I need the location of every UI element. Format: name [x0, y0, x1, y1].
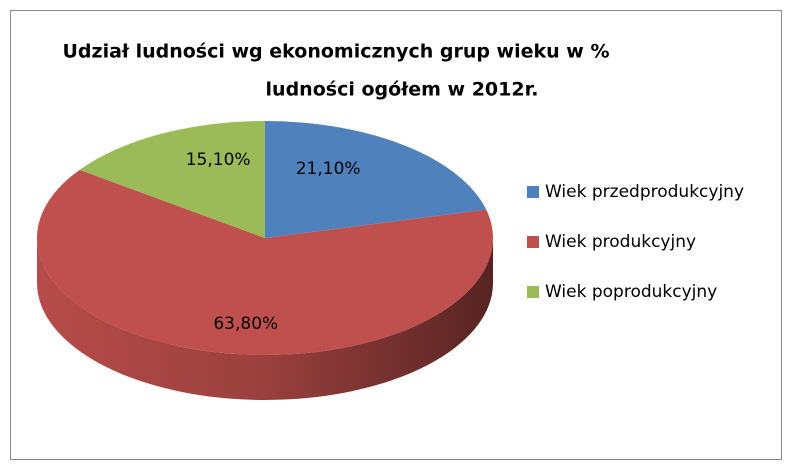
slice — [37, 169, 494, 355]
data-label: 21,10% — [296, 159, 361, 179]
legend-label: Wiek produkcyjny — [545, 232, 696, 252]
slice — [79, 121, 265, 238]
data-label: 63,80% — [213, 314, 278, 334]
legend-label: Wiek przedprodukcyjny — [545, 182, 744, 202]
chart-title: ludności ogółem w 2012r. — [266, 79, 539, 101]
legend-label: Wiek poprodukcyjny — [545, 282, 717, 302]
legend-swatch — [527, 236, 539, 248]
chart-title: Udział ludności wg ekonomicznych grup wi… — [62, 41, 609, 63]
data-label: 15,10% — [186, 150, 251, 170]
legend-swatch — [527, 286, 539, 298]
slice — [265, 121, 487, 238]
legend-swatch — [527, 186, 539, 198]
slice-side-shade — [37, 238, 493, 400]
